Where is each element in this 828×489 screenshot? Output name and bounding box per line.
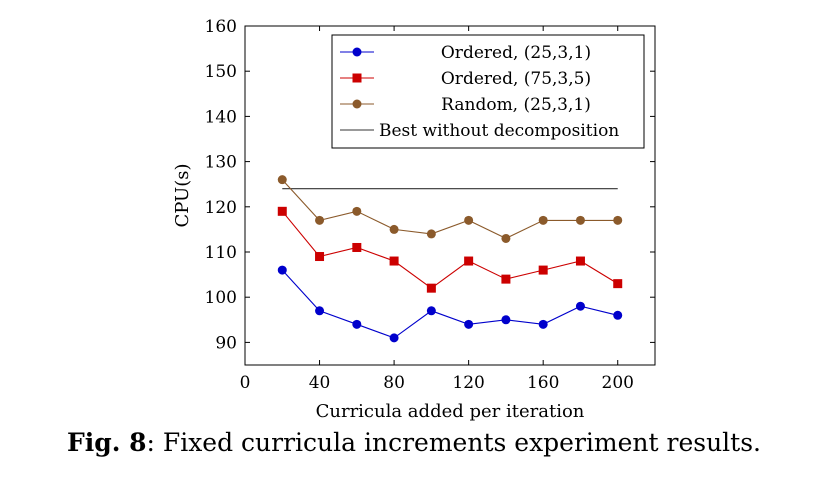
y-tick-label: 140: [205, 107, 237, 127]
data-point: [352, 206, 362, 216]
series-line-2: [281, 210, 618, 289]
data-point: [464, 256, 474, 266]
data-point: [575, 256, 585, 266]
legend-marker: [352, 47, 362, 57]
data-point: [501, 233, 511, 243]
x-tick-label: 120: [452, 373, 484, 393]
caption-text: : Fixed curricula increments experiment …: [146, 428, 762, 457]
data-point: [426, 306, 436, 316]
x-tick-label: 160: [527, 373, 559, 393]
x-tick-label: 0: [240, 373, 251, 393]
data-point: [575, 301, 585, 311]
data-point: [315, 215, 325, 225]
caption-label: Fig. 8: [66, 428, 147, 457]
data-point: [575, 215, 585, 225]
series-line-3: [281, 179, 618, 240]
y-tick-label: 150: [205, 62, 237, 82]
y-tick-label: 120: [205, 198, 237, 218]
data-point: [426, 283, 436, 293]
legend-label: Random, (25,3,1): [441, 95, 591, 115]
y-tick-label: 90: [215, 333, 237, 353]
data-point: [277, 175, 287, 185]
data-point: [389, 224, 399, 234]
data-point: [426, 229, 436, 239]
data-point: [315, 252, 325, 262]
data-point: [613, 310, 623, 320]
data-point: [277, 206, 287, 216]
plot-frame: [244, 25, 656, 366]
data-point: [464, 319, 474, 329]
x-axis-label: Curricula added per iteration: [316, 401, 585, 422]
y-axis-label: CPU(s): [172, 163, 193, 227]
line-chart: 90 100 110 120 130 140 150 160 0 40 80 120 160 200 Cur…: [172, 17, 656, 422]
data-point: [538, 265, 548, 275]
data-point: [501, 315, 511, 325]
data-point: [352, 242, 362, 252]
y-tick-label: 100: [205, 288, 237, 308]
y-tick-label: 160: [205, 17, 237, 37]
data-point: [501, 274, 511, 284]
x-tick-label: 200: [602, 373, 634, 393]
series-line-1: [281, 269, 618, 339]
data-point: [389, 333, 399, 343]
data-point: [277, 265, 287, 275]
legend-label: Best without decomposition: [379, 121, 619, 141]
data-point: [538, 215, 548, 225]
legend-marker: [352, 73, 362, 83]
data-point: [464, 215, 474, 225]
data-point: [352, 319, 362, 329]
x-tick-label: 40: [309, 373, 331, 393]
y-tick-label: 110: [205, 243, 237, 263]
x-tick-label: 80: [383, 373, 405, 393]
data-point: [538, 319, 548, 329]
data-point: [315, 306, 325, 316]
legend-box: [331, 34, 645, 149]
data-point: [613, 215, 623, 225]
legend-marker: [352, 99, 362, 109]
legend-label: Ordered, (25,3,1): [441, 43, 591, 63]
legend-label: Ordered, (75,3,5): [441, 69, 591, 89]
data-point: [613, 279, 623, 289]
y-tick-label: 130: [205, 153, 237, 173]
figure-caption: Fig. 8: Fixed curricula increments exper…: [0, 428, 828, 457]
data-point: [389, 256, 399, 266]
